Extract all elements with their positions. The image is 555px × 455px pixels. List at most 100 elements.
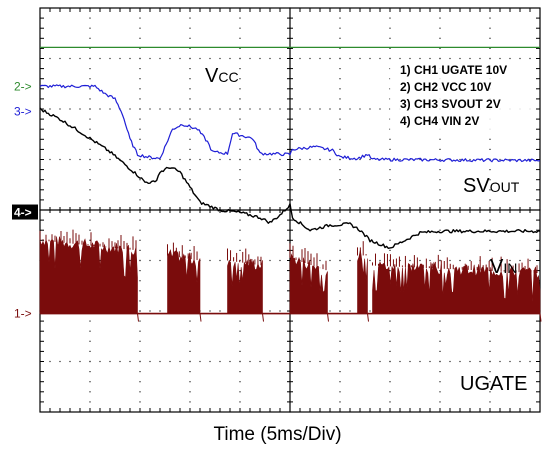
grid-dot xyxy=(139,108,141,110)
grid-dot xyxy=(189,148,191,150)
grid-dot xyxy=(219,108,221,110)
grid-dot xyxy=(489,37,491,39)
grid-dot xyxy=(139,360,141,363)
grid-dot xyxy=(239,270,241,272)
grid-dot xyxy=(89,37,91,39)
legend-entry: 1) CH1 UGATE 10V xyxy=(400,63,507,77)
grid-dot xyxy=(259,57,261,60)
grid-dot xyxy=(239,330,241,332)
grid-dot xyxy=(89,219,91,221)
grid-dot xyxy=(89,138,91,140)
grid-dot xyxy=(239,27,241,29)
grid-dot xyxy=(339,249,341,251)
grid-dot xyxy=(129,259,131,262)
grid-dot xyxy=(149,158,151,161)
grid-dot xyxy=(439,391,441,393)
grid-dot xyxy=(389,340,391,342)
grid-dot xyxy=(489,239,491,241)
grid-dot xyxy=(159,158,161,161)
grid-dot xyxy=(249,108,251,110)
grid-dot xyxy=(239,401,241,403)
grid-dot xyxy=(449,259,451,262)
grid-dot xyxy=(469,360,471,363)
grid-dot xyxy=(309,158,311,161)
grid-dot xyxy=(109,108,111,110)
grid-dot xyxy=(309,259,311,262)
grid-dot xyxy=(459,158,461,161)
grid-dot xyxy=(139,158,141,161)
grid-dot xyxy=(389,219,391,221)
grid-dot xyxy=(139,47,141,49)
grid-dot xyxy=(189,118,191,120)
grid-dot xyxy=(389,148,391,150)
grid-dot xyxy=(79,360,81,363)
grid-dot xyxy=(89,148,91,150)
grid-dot xyxy=(359,360,361,363)
grid-dot xyxy=(139,350,141,352)
grid-dot xyxy=(489,17,491,19)
grid-dot xyxy=(389,189,391,191)
grid-dot xyxy=(89,401,91,403)
grid-dot xyxy=(99,158,101,161)
grid-dot xyxy=(439,270,441,272)
grid-dot xyxy=(389,381,391,383)
grid-dot xyxy=(169,57,171,60)
grid-dot xyxy=(429,259,431,262)
grid-dot xyxy=(279,57,281,60)
grid-dot xyxy=(439,47,441,49)
grid-dot xyxy=(89,169,91,171)
trace-label: SVOUT xyxy=(463,175,520,197)
grid-dot xyxy=(399,259,401,262)
grid-dot xyxy=(139,259,141,262)
ugate-burst xyxy=(289,253,328,314)
grid-dot xyxy=(489,340,491,342)
legend-entry: 3) CH3 SVOUT 2V xyxy=(400,97,501,111)
marker-ch2: 2-> xyxy=(14,79,32,93)
grid-dot xyxy=(259,108,261,110)
grid-dot xyxy=(339,68,341,70)
grid-dot xyxy=(189,371,191,373)
grid-dot xyxy=(219,360,221,363)
grid-dot xyxy=(139,320,141,322)
grid-dot xyxy=(339,128,341,130)
grid-dot xyxy=(89,57,91,60)
grid-dot xyxy=(49,108,51,110)
grid-dot xyxy=(389,320,391,322)
grid-dot xyxy=(189,381,191,383)
grid-dot xyxy=(279,108,281,110)
grid-dot xyxy=(59,360,61,363)
grid-dot xyxy=(89,68,91,70)
grid-dot xyxy=(229,57,231,60)
grid-dot xyxy=(219,310,221,312)
grid-dot xyxy=(349,108,351,110)
grid-dot xyxy=(89,17,91,19)
grid-dot xyxy=(389,138,391,140)
grid-dot xyxy=(59,57,61,60)
grid-dot xyxy=(339,219,341,221)
grid-dot xyxy=(489,381,491,383)
ugate-spikes xyxy=(357,241,367,256)
grid-dot xyxy=(199,158,201,161)
grid-dot xyxy=(339,37,341,39)
grid-dot xyxy=(439,57,441,60)
grid-dot xyxy=(189,158,191,161)
grid-dot xyxy=(319,158,321,161)
grid-dot xyxy=(139,401,141,403)
grid-dot xyxy=(439,259,441,262)
grid-dot xyxy=(139,128,141,130)
grid-dot xyxy=(319,259,321,262)
legend-box xyxy=(390,60,532,130)
grid-dot xyxy=(59,158,61,161)
grid-dot xyxy=(519,259,521,262)
grid-dot xyxy=(139,68,141,70)
grid-dot xyxy=(309,108,311,110)
grid-dot xyxy=(139,88,141,90)
grid-dot xyxy=(279,259,281,262)
grid-dot xyxy=(99,57,101,60)
ugate-burst xyxy=(357,249,368,314)
grid-dot xyxy=(389,199,391,201)
grid-dot xyxy=(109,57,111,60)
grid-dot xyxy=(439,330,441,332)
grid-dot xyxy=(269,108,271,110)
grid-dot xyxy=(489,391,491,393)
